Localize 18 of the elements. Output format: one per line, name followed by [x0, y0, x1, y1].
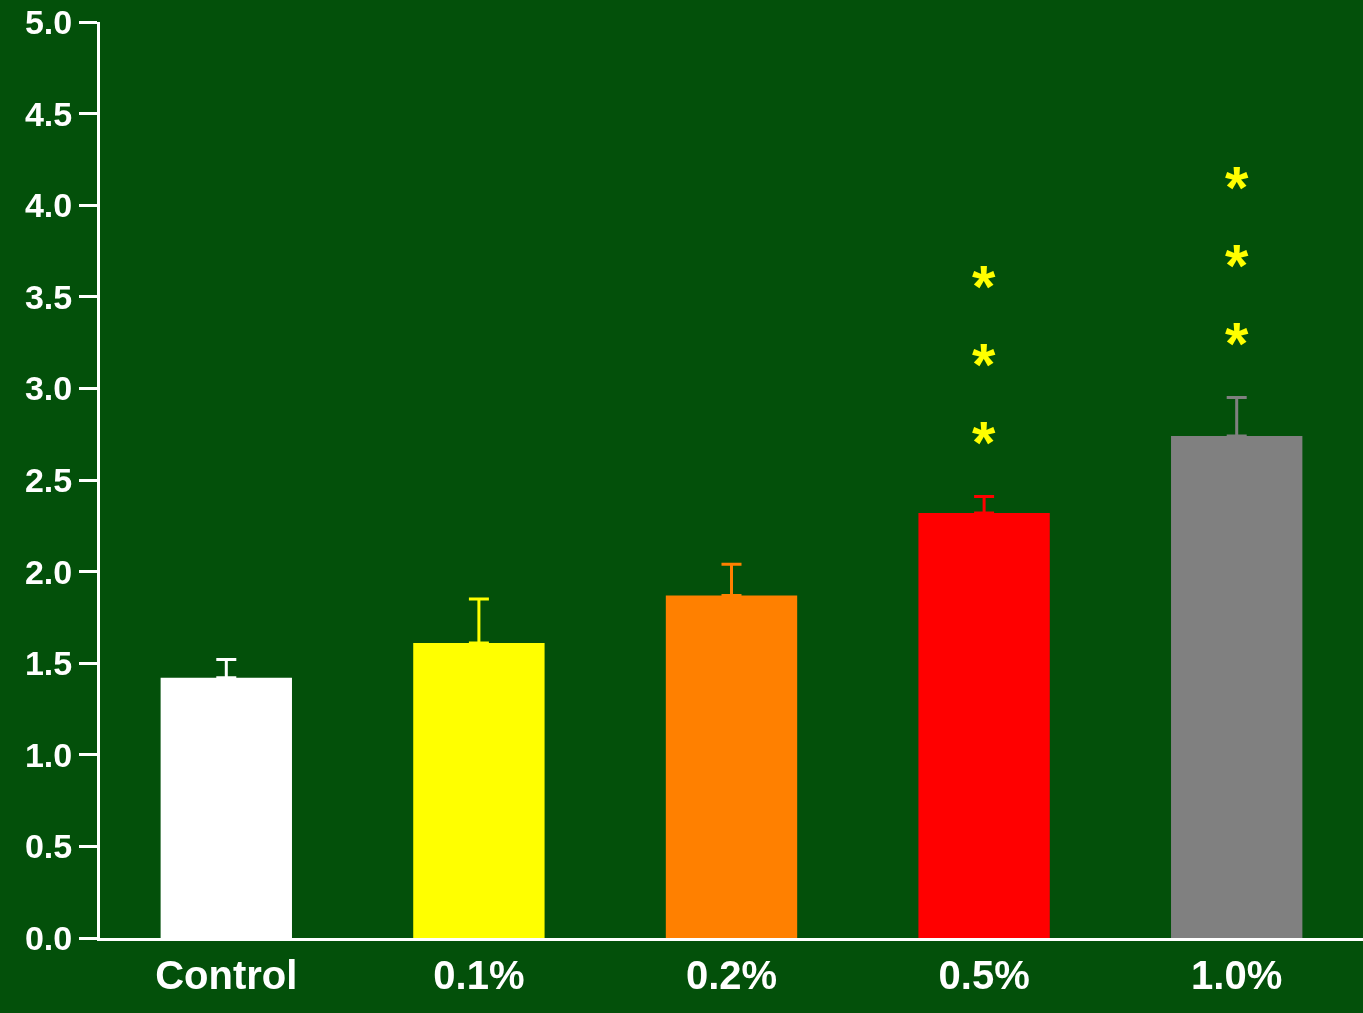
y-tick-label: 2.5	[24, 460, 73, 499]
y-tick-label: 1.0	[24, 735, 73, 774]
y-tick-label: 1.5	[24, 644, 73, 683]
y-tick-label: 4.0	[24, 186, 73, 225]
annotation: * * *	[972, 253, 996, 476]
y-tick-label: 4.5	[24, 94, 73, 133]
y-tick-label: 5.0	[24, 2, 73, 41]
x-tick-label: 0.5%	[938, 953, 1030, 997]
annotation: * * *	[1225, 154, 1249, 377]
x-tick-label: Control	[155, 953, 298, 997]
x-tick-label: 1.0%	[1191, 953, 1283, 997]
y-tick-label: 0.5	[24, 827, 73, 866]
y-tick-label: 2.0	[24, 552, 73, 591]
x-tick-label: 0.1%	[433, 953, 525, 997]
x-tick-label: 0.2%	[685, 953, 778, 997]
y-tick-label: 3.5	[24, 277, 73, 316]
y-tick-label: 0.0	[24, 918, 73, 957]
y-tick-label: 3.0	[24, 369, 73, 408]
